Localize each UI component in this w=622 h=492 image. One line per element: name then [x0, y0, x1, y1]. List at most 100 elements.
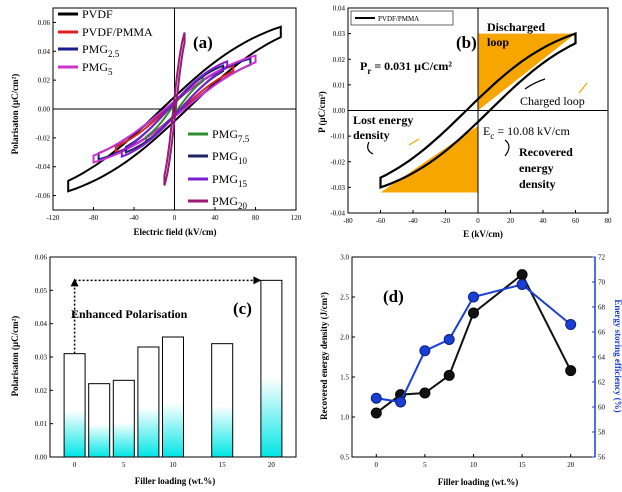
- panel-b-charged-text: Charged loop: [520, 94, 585, 108]
- panel-b-xlabel: E (kV/cm): [463, 229, 503, 239]
- panel-d-xlabel: Filler loading (wt.%): [438, 477, 519, 487]
- panel-b-ytick-label: 0.04: [333, 5, 346, 13]
- panel-d-xtick-label: 5: [423, 461, 427, 469]
- panel-a-ylabel: Polarisaton (µC/cm²): [10, 74, 20, 155]
- panel-c-xtick-label: 5: [122, 461, 126, 469]
- panel-c-xlabel: Filler loading (wt.%): [135, 476, 216, 486]
- panel-a-ytick-label: -0.06: [35, 192, 50, 200]
- panel-d-y2tick-label: 68: [598, 304, 606, 312]
- panel-c-ytick-label: 0.05: [35, 287, 48, 295]
- panel-b-ytick-label: -0.02: [330, 158, 345, 166]
- panel-b-xtick-label: -40: [408, 217, 418, 225]
- panel-a-label: (a): [193, 33, 213, 52]
- panel-a-xlabel: Electric field (kV/cm): [134, 227, 217, 237]
- panel-d-y2tick-label: 62: [598, 379, 606, 387]
- panel-a-legend-label: PMG5: [82, 60, 113, 77]
- chart-panel-a: -120 -80 -40 0 40 80 120 -0.06 -0.04 -0.02 0.00 0.0…: [10, 7, 302, 237]
- panel-b-legend-box: [350, 10, 454, 26]
- panel-b-loop: [379, 32, 577, 189]
- panel-b-ytick-label: 0.02: [333, 56, 346, 64]
- panel-c-ylabel: Polarisaton (µC/cm²): [10, 316, 20, 397]
- panel-c-bar: [260, 279, 283, 458]
- panel-d-point-right: [468, 291, 479, 303]
- panel-d-point-right: [443, 334, 455, 345]
- panel-b-xtick-label: 60: [572, 217, 580, 225]
- panel-b-xtick-label: -20: [441, 217, 451, 225]
- panel-d-xtick-label: 15: [519, 461, 527, 469]
- panel-c-bar: [137, 346, 160, 458]
- panel-a-plot: -120 -80 -40 0 40 80 120 -0.06 -0.04 -0.02 0.00 0.0…: [35, 7, 301, 222]
- panel-a-loop-PVDF: [67, 25, 282, 193]
- panel-b-arrow-recovered: [504, 139, 510, 157]
- panel-c-plot: 0 5 10 15 20 0.00 0.01 0.02 0.03 0.04 0.05 0.06 Enha…: [35, 254, 297, 469]
- panel-a-ytick-label: 0.06: [38, 19, 51, 27]
- panel-c-ytick-label: 0.06: [35, 254, 48, 262]
- panel-c-ytick-label: 0.04: [35, 320, 48, 328]
- panel-c-ytick-label: 0.03: [35, 354, 48, 362]
- panel-d-ytick-label: 2.5: [340, 294, 349, 302]
- panel-b-ytick-label: 0.00: [333, 107, 346, 115]
- panel-b-lost-text2: density: [353, 128, 390, 142]
- panel-b-label: (b): [456, 33, 477, 52]
- panel-d-point-right: [370, 392, 382, 404]
- panel-c-ytick-label: 0.00: [35, 454, 48, 462]
- panel-a-legend-label: PMG2.5: [82, 42, 120, 59]
- panel-a-xtick-label: -40: [129, 214, 139, 222]
- panel-d-xtick-label: 0: [375, 461, 379, 469]
- panel-b-recovered-text2: energy: [519, 161, 554, 175]
- panel-b-xtick-label: 40: [540, 217, 548, 225]
- panel-d-ytick-label: 0.5: [340, 454, 349, 462]
- panel-c-label: (c): [233, 299, 252, 318]
- panel-d-point-right: [565, 319, 577, 330]
- panel-d-point-left: [443, 369, 455, 381]
- panel-c-xtick-label: 10: [170, 461, 178, 469]
- panel-b-discharged-area: [478, 33, 576, 111]
- panel-c-bar: [63, 353, 86, 458]
- panel-a-legend-label: PMG7.5: [212, 127, 250, 144]
- panel-a-xtick-label: 80: [252, 214, 260, 222]
- panel-d-ylabel: Recovered energy density (J/cm³): [319, 292, 329, 420]
- panel-d-ytick-label: 2.0: [340, 334, 349, 342]
- panel-d-y2tick-label: 72: [598, 254, 606, 262]
- panel-c-xtick-label: 0: [73, 461, 77, 469]
- panel-a-ytick-label: 0.04: [38, 48, 51, 56]
- panel-c-ytick-label: 0.01: [35, 420, 48, 428]
- panel-b-ytick-label: 0.01: [333, 81, 346, 89]
- panel-d-y2label: Energy storing efficiency (%): [613, 299, 622, 412]
- panel-c-bar: [88, 383, 111, 458]
- panel-b-discharged-text: Discharged: [487, 20, 545, 34]
- chart-panel-d: 0 5 10 15 20 0.5 1.0 1.5 2.0 2.5 3.0 56 58 60 62 64 66 68…: [319, 254, 622, 488]
- panel-b-legend-label: PVDF/PMMA: [378, 15, 419, 23]
- panel-d-ytick-label: 1.5: [340, 374, 349, 382]
- panel-a-loop-PMG15: [120, 59, 229, 159]
- panel-b-recovered-text3: density: [519, 177, 556, 191]
- panel-d-point-left: [419, 387, 431, 399]
- panel-d-ytick-label: 1.0: [340, 414, 349, 422]
- panel-a-loop-PMG20: [163, 32, 186, 186]
- panel-a-xtick-label: -120: [47, 214, 60, 222]
- panel-a-ytick-label: 0.02: [38, 77, 51, 85]
- panel-c-arrow-up-head: [70, 278, 79, 287]
- panel-c-bar: [211, 343, 234, 458]
- panel-b-arrow-charged: [524, 78, 546, 90]
- panel-d-point-right: [419, 345, 431, 357]
- panel-a-legend-label: PVDF: [82, 7, 113, 21]
- panel-d-y2tick-label: 70: [598, 279, 606, 287]
- panel-d-y2tick-label: 58: [598, 429, 606, 437]
- panel-b-ytick-label: -0.03: [330, 184, 345, 192]
- panel-b-discharged-text2: loop: [487, 35, 509, 49]
- panel-b-ytick-label: -0.04: [330, 210, 345, 218]
- panel-b-pr-annotation: Pr = 0.031 µC/cm²: [360, 59, 452, 76]
- panel-d-plot: 0 5 10 15 20 0.5 1.0 1.5 2.0 2.5 3.0 56 58 60 62 64 66 68…: [340, 254, 605, 470]
- panel-b-orange-arrow2: [578, 82, 588, 94]
- chart-panel-c: 0 5 10 15 20 0.00 0.01 0.02 0.03 0.04 0.05 0.06 Enha…: [10, 254, 297, 486]
- panel-d-y2tick-label: 60: [598, 404, 606, 412]
- panel-a-ytick-label: -0.04: [35, 163, 50, 171]
- panel-b-xtick-label: 80: [605, 217, 613, 225]
- panel-d-y2tick-label: 56: [598, 454, 606, 462]
- panel-d-point-left: [370, 407, 382, 419]
- panel-d-xtick-label: 20: [567, 461, 575, 469]
- panel-c-annotation: Enhanced Polarisation: [71, 307, 188, 321]
- panel-d-label: (d): [383, 287, 404, 306]
- panel-b-arrow-lost: [367, 141, 374, 155]
